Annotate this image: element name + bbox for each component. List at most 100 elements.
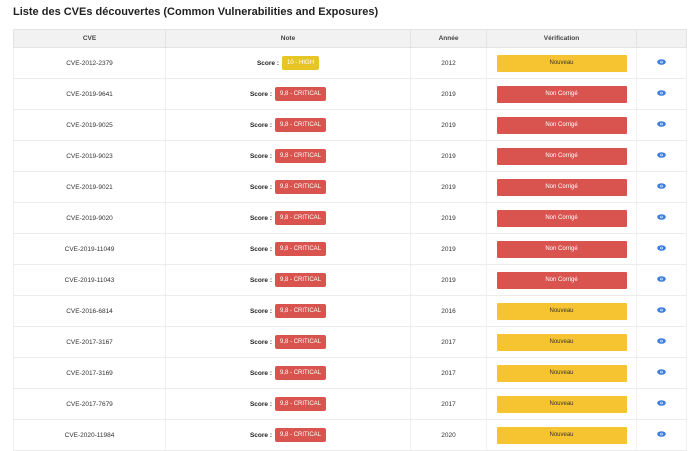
verification-cell: Non Corrigé [486,109,637,141]
eye-icon[interactable] [657,214,666,220]
score-label: Score : [249,121,273,129]
cve-table: CVE Note Année Vérification CVE-2012-237… [13,29,687,451]
table-row: CVE-2020-11984 Score :9,8 - CRITICAL 2020 N… [13,419,687,451]
status-badge[interactable]: Nouveau [496,426,627,444]
eye-icon[interactable] [657,400,666,406]
score-badge: 9,8 - CRITICAL [275,149,327,163]
eye-icon[interactable] [657,338,666,344]
status-badge[interactable]: Non Corrigé [496,240,627,258]
score-badge: 9,8 - CRITICAL [275,397,327,411]
eye-icon[interactable] [657,245,666,251]
status-badge[interactable]: Nouveau [496,364,627,382]
score-badge: 9,8 - CRITICAL [275,118,327,132]
actions-cell [636,264,687,296]
verification-cell: Nouveau [486,357,637,389]
actions-cell [636,326,687,358]
score-label: Score : [249,400,273,408]
verification-cell: Non Corrigé [486,171,637,203]
actions-cell [636,47,687,79]
year: 2017 [410,357,487,389]
note-cell: Score :9,8 - CRITICAL [165,388,411,420]
score-badge: 9,8 - CRITICAL [275,242,327,256]
note-cell: Score :9,8 - CRITICAL [165,419,411,451]
status-badge[interactable]: Non Corrigé [496,147,627,165]
score-badge: 10 - HIGH [282,56,320,70]
table-row: CVE-2017-3169 Score :9,8 - CRITICAL 2017 No… [13,357,687,389]
cve-id: CVE-2016-6814 [13,295,166,327]
status-badge[interactable]: Non Corrigé [496,178,627,196]
actions-cell [636,171,687,203]
status-badge[interactable]: Non Corrigé [496,271,627,289]
cve-id: CVE-2019-9023 [13,140,166,172]
verification-cell: Nouveau [486,419,637,451]
status-badge[interactable]: Nouveau [496,395,627,413]
column-header-note[interactable]: Note [165,29,411,48]
eye-icon[interactable] [657,369,666,375]
eye-icon[interactable] [657,152,666,158]
status-badge[interactable]: Nouveau [496,302,627,320]
eye-icon[interactable] [657,307,666,313]
cve-id: CVE-2019-9020 [13,202,166,234]
eye-icon[interactable] [657,431,666,437]
eye-icon[interactable] [657,59,666,65]
table-row: CVE-2019-9021 Score :9,8 - CRITICAL 2019 No… [13,171,687,203]
column-header-verification[interactable]: Vérification [486,29,637,48]
cve-id: CVE-2017-3167 [13,326,166,358]
cve-id: CVE-2020-11984 [13,419,166,451]
eye-icon[interactable] [657,183,666,189]
year: 2019 [410,202,487,234]
score-badge: 9,8 - CRITICAL [275,304,327,318]
note-cell: Score :9,8 - CRITICAL [165,140,411,172]
column-header-cve[interactable]: CVE [13,29,166,48]
note-cell: Score :9,8 - CRITICAL [165,109,411,141]
score-label: Score : [249,183,273,191]
verification-cell: Non Corrigé [486,202,637,234]
score-label: Score : [256,59,280,67]
column-header-annee[interactable]: Année [410,29,487,48]
status-badge[interactable]: Non Corrigé [496,116,627,134]
status-badge[interactable]: Nouveau [496,333,627,351]
verification-cell: Nouveau [486,326,637,358]
eye-icon[interactable] [657,121,666,127]
table-row: CVE-2019-9025 Score :9,8 - CRITICAL 2019 No… [13,109,687,141]
note-cell: Score :9,8 - CRITICAL [165,233,411,265]
table-row: CVE-2017-7679 Score :9,8 - CRITICAL 2017 No… [13,388,687,420]
score-label: Score : [249,431,273,439]
table-row: CVE-2016-6814 Score :9,8 - CRITICAL 2016 No… [13,295,687,327]
cve-id: CVE-2017-7679 [13,388,166,420]
table-row: CVE-2019-9020 Score :9,8 - CRITICAL 2019 No… [13,202,687,234]
status-badge[interactable]: Non Corrigé [496,209,627,227]
eye-icon[interactable] [657,276,666,282]
verification-cell: Nouveau [486,295,637,327]
year: 2012 [410,47,487,79]
actions-cell [636,78,687,110]
table-row: CVE-2019-9641 Score :9,8 - CRITICAL 2019 No… [13,78,687,110]
note-cell: Score :9,8 - CRITICAL [165,326,411,358]
score-label: Score : [249,276,273,284]
score-label: Score : [249,369,273,377]
score-badge: 9,8 - CRITICAL [275,87,327,101]
actions-cell [636,419,687,451]
score-badge: 9,8 - CRITICAL [275,335,327,349]
verification-cell: Non Corrigé [486,233,637,265]
verification-cell: Nouveau [486,388,637,420]
score-label: Score : [249,338,273,346]
actions-cell [636,295,687,327]
actions-cell [636,233,687,265]
cve-id: CVE-2019-11049 [13,233,166,265]
cve-id: CVE-2017-3169 [13,357,166,389]
status-badge[interactable]: Non Corrigé [496,85,627,103]
verification-cell: Nouveau [486,47,637,79]
table-row: CVE-2019-11043 Score :9,8 - CRITICAL 2019 N… [13,264,687,296]
year: 2019 [410,140,487,172]
eye-icon[interactable] [657,90,666,96]
year: 2016 [410,295,487,327]
score-label: Score : [249,307,273,315]
score-label: Score : [249,214,273,222]
note-cell: Score :9,8 - CRITICAL [165,357,411,389]
status-badge[interactable]: Nouveau [496,54,627,72]
table-row: CVE-2019-11049 Score :9,8 - CRITICAL 2019 N… [13,233,687,265]
note-cell: Score :9,8 - CRITICAL [165,78,411,110]
actions-cell [636,202,687,234]
cve-id: CVE-2019-9021 [13,171,166,203]
